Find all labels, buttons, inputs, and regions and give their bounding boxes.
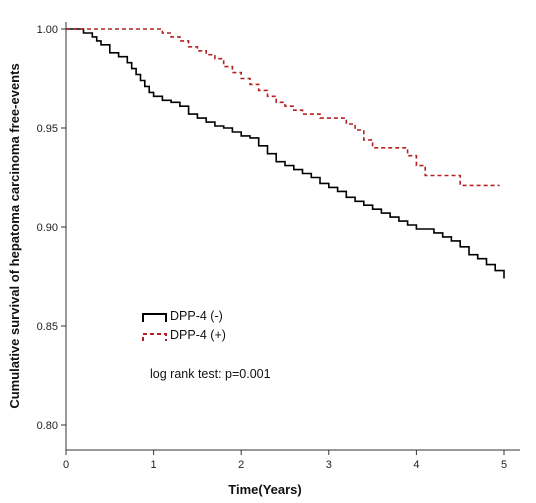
y-tick-label: 0.80 [37,420,58,432]
legend-swatch-dpp4-pos [142,333,167,341]
x-axis-title: Time(Years) [228,482,301,497]
x-axis-ticks: 0 1 2 3 4 5 [63,450,507,471]
y-tick-label: 0.85 [37,321,58,333]
log-rank-annotation: log rank test: p=0.001 [150,367,271,381]
x-tick-label: 5 [501,459,507,471]
survival-curve-dpp4-neg [66,28,505,279]
y-tick-label: 0.90 [37,222,58,234]
legend-swatch-dpp4-neg [142,313,167,322]
y-axis-ticks: 0.80 0.85 0.90 0.95 1.00 [37,24,66,432]
x-tick-label: 3 [326,459,332,471]
legend-label-dpp4-neg: DPP-4 (-) [170,309,223,323]
x-tick-label: 0 [63,459,69,471]
legend-label-dpp4-pos: DPP-4 (+) [170,328,226,342]
x-tick-label: 4 [413,459,419,471]
y-tick-label: 0.95 [37,123,58,135]
survival-curves [66,28,505,279]
survival-curve-dpp4-pos [66,28,500,187]
legend: DPP-4 (-) DPP-4 (+) [142,309,226,342]
x-tick-label: 1 [151,459,157,471]
y-tick-label: 1.00 [37,24,58,36]
y-axis-title: Cumulative survival of hepatoma carcinom… [7,63,22,408]
x-tick-label: 2 [238,459,244,471]
